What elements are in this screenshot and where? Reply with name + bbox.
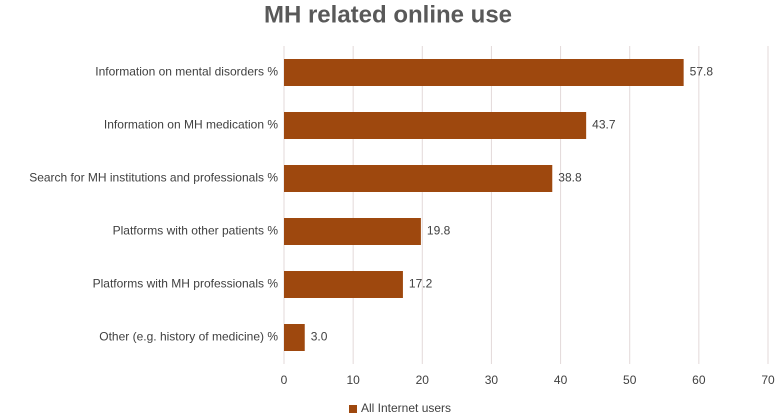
bar <box>284 112 587 139</box>
data-label: 3.0 <box>311 330 328 344</box>
x-tick-label: 60 <box>692 373 706 387</box>
x-tick-label: 40 <box>554 373 568 387</box>
data-label: 43.7 <box>592 118 616 132</box>
data-label: 57.8 <box>690 65 714 79</box>
legend-swatch <box>349 405 357 413</box>
bar <box>284 271 403 298</box>
bar <box>284 324 305 351</box>
x-tick-label: 0 <box>281 373 288 387</box>
x-tick-label: 10 <box>346 373 360 387</box>
chart-title: MH related online use <box>264 1 512 28</box>
bar <box>284 165 553 192</box>
y-tick-label: Search for MH institutions and professio… <box>29 171 278 185</box>
data-label: 17.2 <box>409 277 433 291</box>
y-tick-label: Information on MH medication % <box>104 118 278 132</box>
bar <box>284 218 421 245</box>
x-tick-label: 70 <box>761 373 775 387</box>
y-tick-label: Information on mental disorders % <box>95 65 278 79</box>
y-tick-label: Other (e.g. history of medicine) % <box>99 330 278 344</box>
data-label: 19.8 <box>427 224 451 238</box>
y-tick-label: Platforms with other patients % <box>113 224 279 238</box>
x-tick-label: 20 <box>416 373 430 387</box>
y-tick-label: Platforms with MH professionals % <box>93 277 279 291</box>
x-tick-label: 30 <box>485 373 499 387</box>
legend-label: All Internet users <box>361 401 451 415</box>
x-tick-label: 50 <box>623 373 637 387</box>
bar <box>284 59 684 86</box>
data-label: 38.8 <box>558 171 582 185</box>
